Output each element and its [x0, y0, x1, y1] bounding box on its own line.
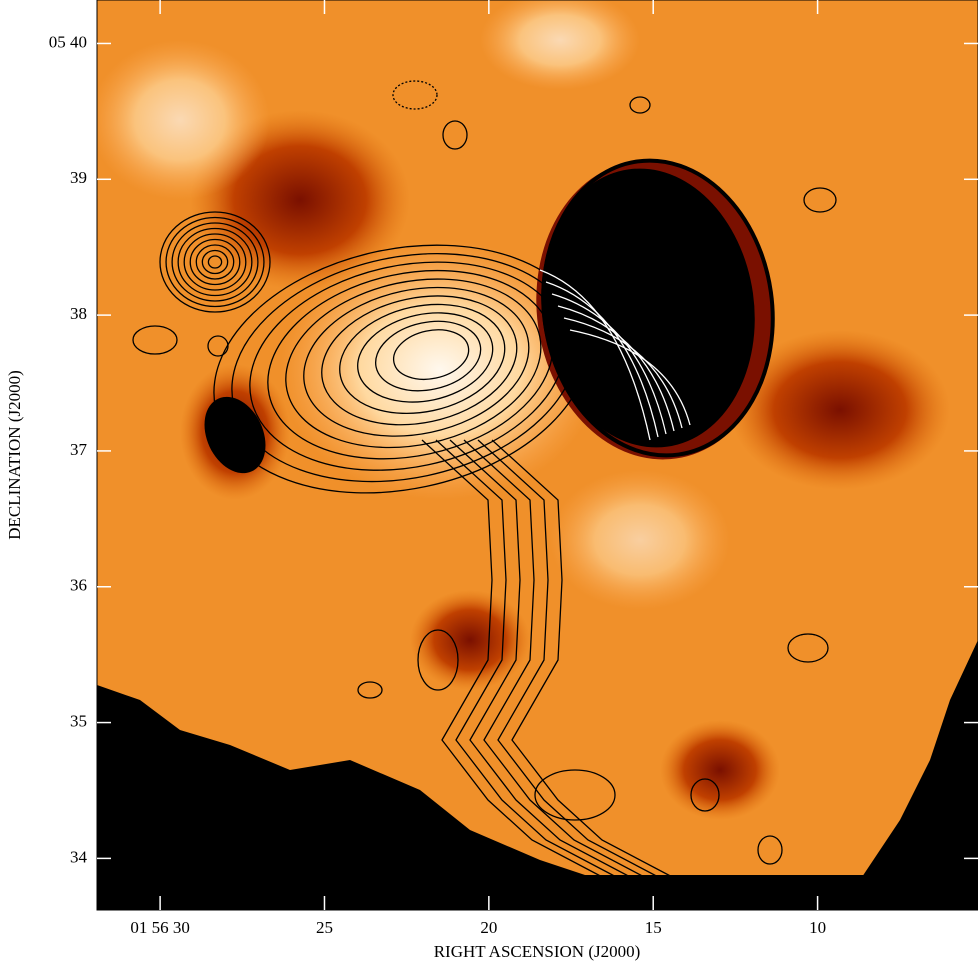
contour — [417, 629, 459, 691]
axes: 01 56 30 25 20 15 10 05 40 39 38 37 36 35 34 — [49, 0, 978, 937]
y-axis-label: DECLINATION (J2000) — [5, 370, 24, 540]
contour — [690, 778, 720, 812]
contour — [477, 439, 665, 881]
contour — [321, 295, 518, 426]
dark-region — [730, 330, 950, 490]
contour — [303, 286, 530, 437]
y-tick-label: 35 — [70, 711, 87, 730]
dark-region — [410, 590, 530, 690]
contour — [201, 249, 229, 275]
y-tick-label: 36 — [70, 576, 87, 595]
x-tick-label: 15 — [645, 918, 662, 937]
image — [97, 0, 978, 910]
contour — [551, 293, 667, 435]
contour — [213, 244, 590, 494]
y-tick-label: 34 — [70, 847, 88, 866]
x-tick-label: 01 56 30 — [130, 918, 190, 937]
contour — [189, 238, 241, 286]
x-axis-label: RIGHT ASCENSION (J2000) — [434, 942, 641, 961]
contour — [357, 312, 494, 403]
y-tick-label: 39 — [70, 168, 87, 187]
contour — [421, 439, 609, 881]
contour — [339, 303, 506, 415]
masked-region — [97, 640, 978, 910]
contour — [757, 835, 783, 865]
bright-region — [550, 470, 730, 610]
contour — [207, 255, 223, 269]
x-tick-label: 10 — [809, 918, 826, 937]
contour — [449, 439, 637, 881]
contour — [132, 325, 178, 355]
contour — [491, 439, 679, 881]
contour — [392, 80, 438, 110]
contour — [183, 233, 247, 291]
bright-region — [480, 0, 640, 90]
contour — [463, 439, 651, 881]
dark-hole — [204, 396, 266, 474]
x-tick-label: 25 — [316, 918, 333, 937]
contour — [207, 335, 229, 357]
masked-region — [97, 875, 978, 910]
contour — [534, 769, 616, 821]
cavity-ellipse — [541, 158, 775, 458]
contour — [629, 96, 651, 114]
contour — [285, 278, 542, 449]
contour — [392, 329, 470, 380]
contour — [267, 269, 554, 460]
contour — [442, 120, 468, 150]
contour — [171, 222, 259, 302]
contour — [177, 227, 253, 297]
contour — [159, 211, 271, 313]
contour — [787, 633, 829, 663]
contour — [374, 320, 482, 392]
contour — [563, 317, 683, 429]
plot-frame — [96, 0, 978, 911]
contour — [165, 216, 265, 308]
dark-region — [660, 720, 780, 820]
contour — [569, 329, 691, 426]
contour — [249, 261, 566, 471]
contour — [357, 681, 383, 699]
contour — [435, 439, 623, 881]
bright-region — [97, 40, 270, 200]
contours — [132, 80, 837, 881]
contour — [803, 187, 837, 213]
contour — [545, 281, 659, 438]
y-tick-label: 38 — [70, 304, 87, 323]
y-tick-label: 05 40 — [49, 32, 87, 51]
y-tick-label: 37 — [70, 440, 88, 459]
contour — [195, 244, 235, 280]
cavity — [541, 168, 755, 448]
x-tick-label: 20 — [480, 918, 497, 937]
